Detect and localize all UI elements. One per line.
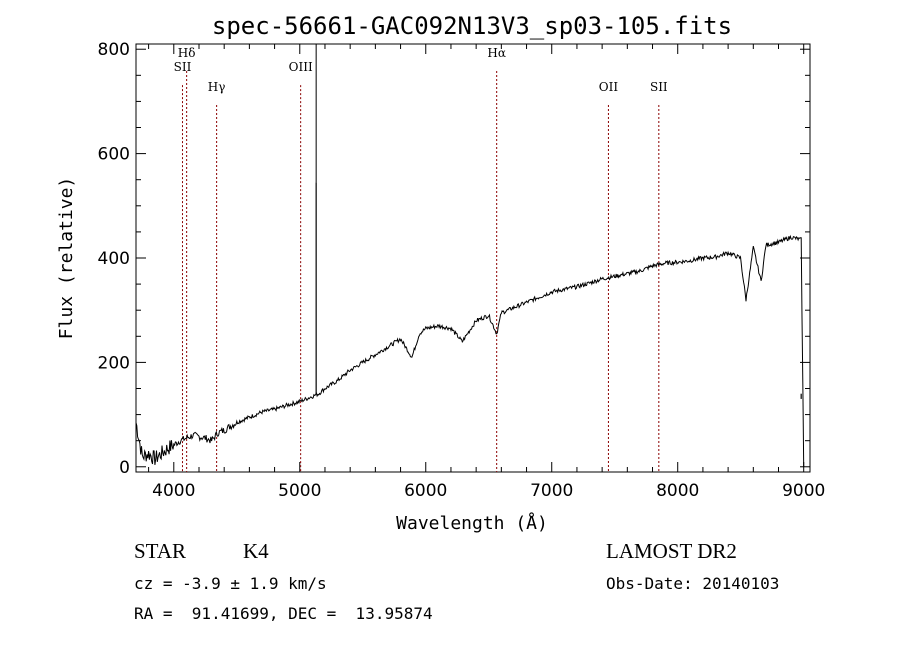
emission-line-label: Hγ xyxy=(208,80,226,94)
x-tick-label: 5000 xyxy=(278,481,321,501)
emission-line-label: Hα xyxy=(487,46,506,60)
y-tick-label: 400 xyxy=(98,249,130,269)
emission-line-label: SII xyxy=(650,80,668,94)
survey-name: LAMOST DR2 xyxy=(606,539,737,563)
coordinates: RA = 91.41699, DEC = 13.95874 xyxy=(134,604,433,623)
x-axis-label: Wavelength (Å) xyxy=(396,512,548,534)
object-subclass: K4 xyxy=(243,539,269,563)
y-tick-label: 0 xyxy=(119,458,130,478)
spectrum-line xyxy=(135,234,805,467)
x-axis: 4000 5000 6000 7000 8000 9000 xyxy=(148,44,825,501)
observation-date: Obs-Date: 20140103 xyxy=(606,574,780,593)
emission-line-label: SII xyxy=(174,60,192,74)
y-tick-label: 200 xyxy=(98,353,130,373)
x-tick-label: 4000 xyxy=(152,481,195,501)
x-tick-label: 7000 xyxy=(530,481,573,501)
object-class: STAR xyxy=(134,539,186,563)
redshift-velocity: cz = -3.9 ± 1.9 km/s xyxy=(134,574,327,593)
emission-line-label: Hδ xyxy=(178,46,196,60)
y-axis: 0 200 400 600 800 xyxy=(98,40,810,478)
y-tick-label: 600 xyxy=(98,145,130,165)
emission-line-label: OII xyxy=(599,80,619,94)
x-tick-label: 8000 xyxy=(656,481,699,501)
y-axis-label: Flux (relative) xyxy=(56,177,77,340)
emission-line-label: OIII xyxy=(289,60,313,74)
chart-title: spec-56661-GAC092N13V3_sp03-105.fits xyxy=(212,12,732,40)
x-tick-label: 9000 xyxy=(782,481,825,501)
y-tick-label: 800 xyxy=(98,40,130,60)
x-tick-label: 6000 xyxy=(404,481,447,501)
spectrum-spikes xyxy=(315,44,802,399)
